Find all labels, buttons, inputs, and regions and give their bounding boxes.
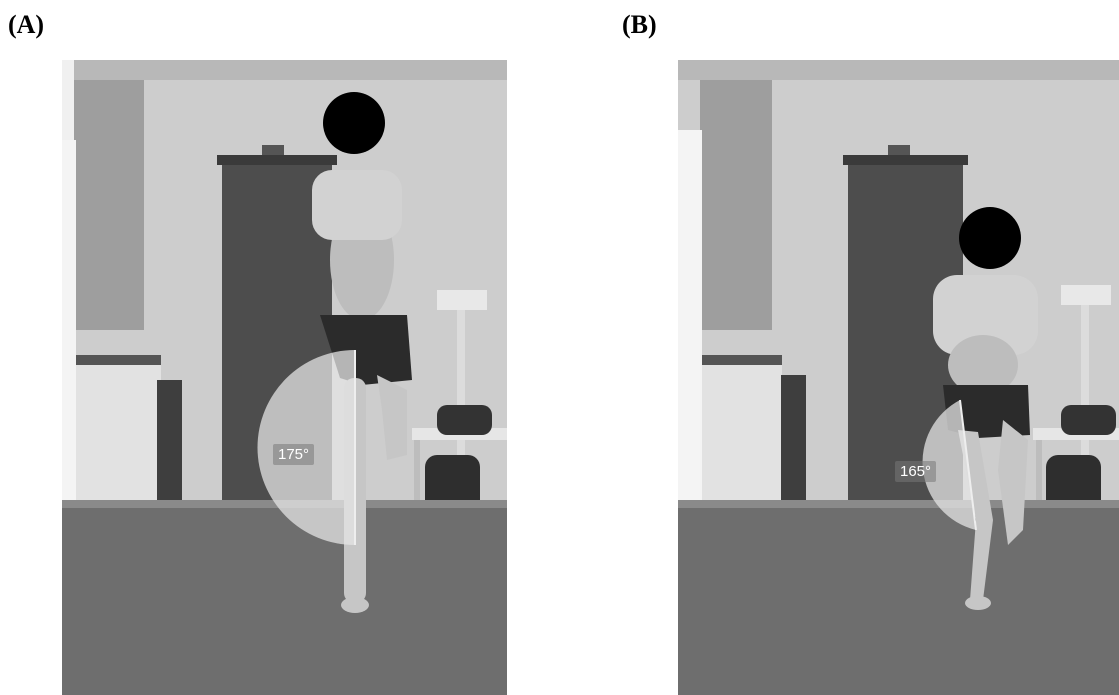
photo-a-illustration — [62, 60, 507, 695]
photo-panel-b: 165° — [678, 60, 1119, 695]
panel-label-b: (B) — [622, 10, 657, 39]
knee-angle-label-a: 175° — [273, 444, 315, 465]
photo-panel-a: 175° — [62, 60, 507, 695]
panel-label-a: (A) — [8, 10, 45, 39]
knee-angle-label-b: 165° — [895, 461, 937, 482]
photo-b-illustration — [678, 60, 1119, 695]
